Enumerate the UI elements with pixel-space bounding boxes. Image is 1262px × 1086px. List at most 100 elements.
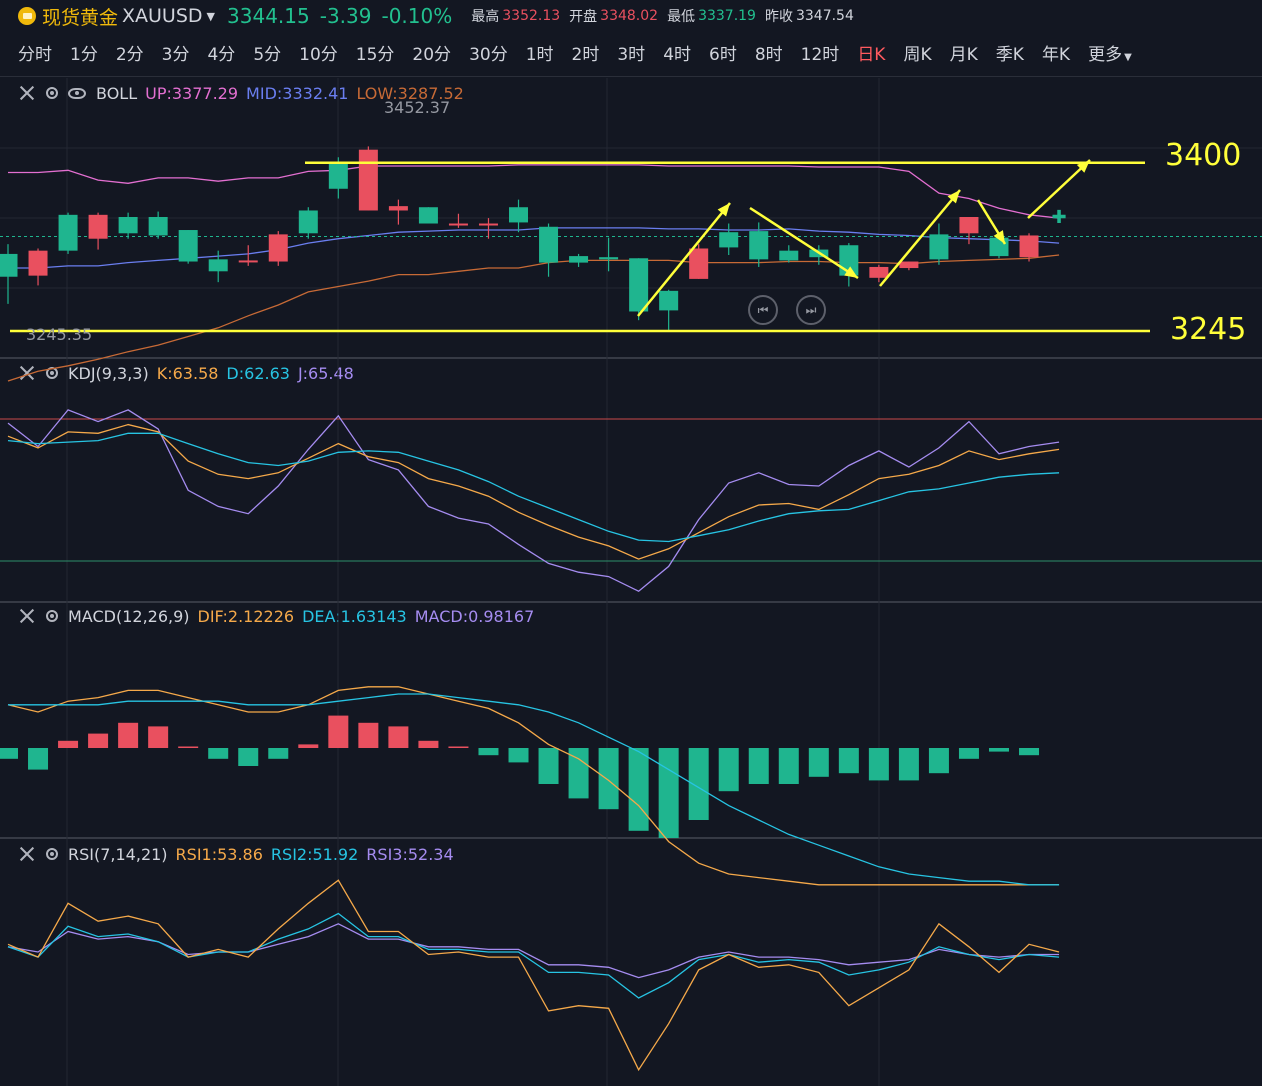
macd-bar xyxy=(628,748,649,831)
candle-body xyxy=(418,207,438,224)
gear-icon[interactable] xyxy=(46,87,58,99)
quote-header: 现货黄金 XAUUSD ▼ 3344.15 -3.39 -0.10% 最高 33… xyxy=(0,0,1262,32)
macd-bar xyxy=(538,748,559,784)
candle-body xyxy=(28,250,48,276)
candle-body xyxy=(599,257,619,260)
candle-body xyxy=(689,248,709,279)
macd-name: MACD(12,26,9) xyxy=(68,606,190,626)
boll-mid: MID:3332.41 xyxy=(246,83,349,103)
trend-arrow-head xyxy=(947,190,960,204)
tab-16[interactable]: 12时 xyxy=(800,44,840,65)
tab-18[interactable]: 周K xyxy=(903,44,932,65)
kdj-name: KDJ(9,3,3) xyxy=(68,363,149,383)
tab-7[interactable]: 15分 xyxy=(355,44,395,65)
low-label: 最低 xyxy=(667,9,696,25)
candle-body xyxy=(779,250,799,261)
boll-up: UP:3377.29 xyxy=(145,83,239,103)
rsi-1: RSI1:53.86 xyxy=(175,844,263,864)
tab-14[interactable]: 6时 xyxy=(709,44,737,65)
candle-body xyxy=(358,149,378,211)
lower-ref-label: 3245 xyxy=(1170,312,1247,347)
candle-body xyxy=(208,259,228,272)
rsi-2: RSI2:51.92 xyxy=(270,844,359,864)
tab-17[interactable]: 日K xyxy=(857,44,886,65)
scroll-left-button[interactable]: ⏮ xyxy=(748,295,778,325)
macd-bar xyxy=(568,748,589,799)
candle-body xyxy=(118,217,138,234)
tab-5[interactable]: 5分 xyxy=(253,44,282,65)
tab-3[interactable]: 3分 xyxy=(161,44,190,65)
tab-21[interactable]: 年K xyxy=(1041,44,1071,65)
candle-body xyxy=(659,290,679,311)
macd-bar xyxy=(0,748,18,759)
eye-icon[interactable] xyxy=(68,87,86,99)
tab-2[interactable]: 2分 xyxy=(115,44,144,65)
macd-legend: MACD(12,26,9) DIF:2.12226 DEA:1.63143 MA… xyxy=(0,605,534,627)
trend-arrow xyxy=(1027,159,1091,219)
instrument-symbol[interactable]: XAUUSD xyxy=(122,5,203,27)
high-label: 最高 xyxy=(471,9,500,25)
macd-bar xyxy=(448,746,469,748)
macd-bar xyxy=(718,748,739,792)
macd-bar xyxy=(268,748,289,759)
tab-4[interactable]: 4分 xyxy=(207,44,236,65)
tab-12[interactable]: 3时 xyxy=(617,44,646,65)
macd-bar xyxy=(28,748,49,770)
boll-low: LOW:3287.52 xyxy=(356,83,464,103)
scroll-right-button[interactable]: ⏭ xyxy=(796,295,826,325)
macd-bar xyxy=(778,748,799,784)
kdj-k-line xyxy=(7,423,1060,560)
tab-0[interactable]: 分时 xyxy=(18,44,52,65)
candle-body xyxy=(298,210,318,234)
trend-arrow xyxy=(879,189,961,287)
boll-legend: BOLL UP:3377.29 MID:3332.41 LOW:3287.52 xyxy=(0,82,464,104)
tab-10[interactable]: 1时 xyxy=(525,44,554,65)
candle-body xyxy=(388,206,408,211)
macd-bar xyxy=(418,740,439,748)
low-value: 3337.19 xyxy=(698,8,756,24)
last-price: 3344.15 xyxy=(227,4,310,28)
rsi-3: RSI3:52.34 xyxy=(366,844,454,864)
trend-arrow-head xyxy=(1076,160,1090,173)
gear-icon[interactable] xyxy=(46,367,58,379)
candle-body xyxy=(959,217,979,234)
candle-body xyxy=(749,231,769,260)
candle-body xyxy=(268,234,288,262)
macd-bar xyxy=(958,748,979,759)
tab-8[interactable]: 20分 xyxy=(412,44,452,65)
tab-22[interactable]: 更多 ▼ xyxy=(1088,44,1132,65)
tab-9[interactable]: 30分 xyxy=(469,44,508,65)
boll-name: BOLL xyxy=(96,83,138,103)
tab-19[interactable]: 月K xyxy=(949,44,978,65)
chevron-down-icon[interactable]: ▼ xyxy=(206,9,216,23)
trend-arrow-head xyxy=(993,230,1005,244)
tab-15[interactable]: 8时 xyxy=(754,44,783,65)
candle-body xyxy=(629,258,649,312)
gear-icon[interactable] xyxy=(46,848,58,860)
candle-body xyxy=(929,234,949,260)
candle-body xyxy=(869,266,889,278)
macd-bar xyxy=(868,748,889,781)
tab-20[interactable]: 季K xyxy=(995,44,1024,65)
macd-dea: DEA:1.63143 xyxy=(302,606,407,626)
chevron-down-icon: ▼ xyxy=(1124,51,1132,63)
macd-bar xyxy=(1019,748,1040,756)
macd-bar xyxy=(148,726,169,748)
trend-arrow xyxy=(637,202,731,317)
instrument-name: 现货黄金 xyxy=(42,6,119,29)
candle-body xyxy=(148,217,168,236)
gold-coin-icon xyxy=(18,7,36,25)
macd-bar xyxy=(598,748,619,810)
candle-body xyxy=(0,253,18,277)
tab-11[interactable]: 2时 xyxy=(571,44,600,65)
macd-value: MACD:0.98167 xyxy=(414,606,535,626)
gear-icon[interactable] xyxy=(46,610,58,622)
crosshair-icon: ✚ xyxy=(1051,207,1066,228)
trend-arrow-head xyxy=(717,203,730,217)
tab-1[interactable]: 1分 xyxy=(70,44,98,65)
candle-body xyxy=(178,230,198,262)
tab-6[interactable]: 10分 xyxy=(299,44,338,65)
rsi2-line xyxy=(7,912,1060,999)
tab-13[interactable]: 4时 xyxy=(663,44,692,65)
